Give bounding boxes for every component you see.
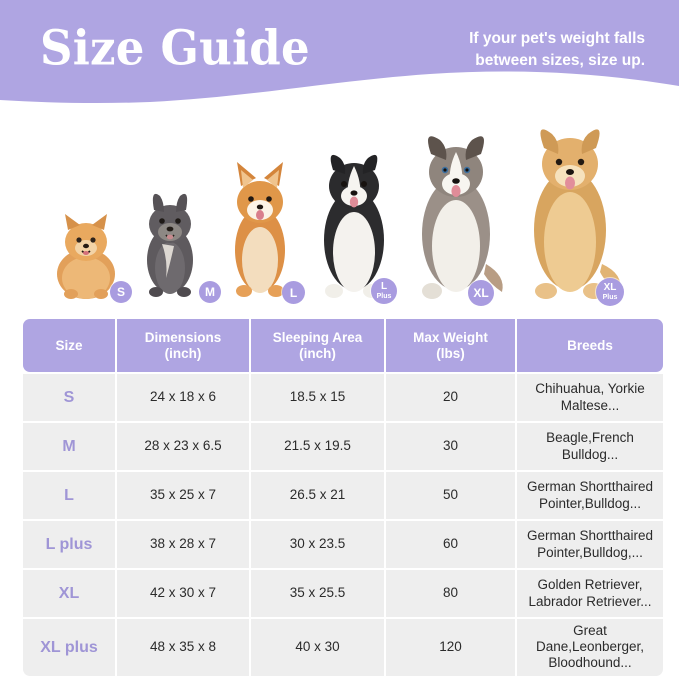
table-row: L 35 x 25 x 7 26.5 x 21 50 German Shortt… xyxy=(23,472,663,519)
column-header-breeds: Breeds xyxy=(517,319,663,372)
table-row: S 24 x 18 x 6 18.5 x 15 20 Chihuahua, Yo… xyxy=(23,374,663,421)
cell-breeds: Golden Retriever, Labrador Retriever... xyxy=(517,570,663,617)
size-badge-l-plus-line2: Plus xyxy=(376,293,392,300)
golden-retriever-illustration xyxy=(534,129,621,299)
column-header-dimensions: Dimensions (inch) xyxy=(117,319,249,372)
table-header-row: Size Dimensions (inch) Sleeping Area (in… xyxy=(23,319,663,372)
cell-breeds: Beagle,French Bulldog... xyxy=(517,423,663,470)
header-band: Size Guide If your pet's weight falls be… xyxy=(0,0,679,118)
cell-max-weight: 30 xyxy=(386,423,515,470)
size-badge-xl-plus-line2: Plus xyxy=(602,294,618,301)
table-row: L plus 38 x 28 x 7 30 x 23.5 60 German S… xyxy=(23,521,663,568)
cell-sleeping-area: 18.5 x 15 xyxy=(251,374,384,421)
cell-size: L plus xyxy=(23,521,115,568)
border-collie-illustration xyxy=(324,154,384,298)
cell-sleeping-area: 26.5 x 21 xyxy=(251,472,384,519)
cell-sleeping-area: 40 x 30 xyxy=(251,619,384,676)
table-row: M 28 x 23 x 6.5 21.5 x 19.5 30 Beagle,Fr… xyxy=(23,423,663,470)
cell-max-weight: 80 xyxy=(386,570,515,617)
size-badge-xl-plus: XL Plus xyxy=(596,278,624,306)
size-badge-l-plus-line1: L xyxy=(380,281,388,292)
header-tagline: If your pet's weight falls between sizes… xyxy=(469,30,645,70)
pomeranian-illustration xyxy=(57,214,115,299)
size-badge-m-line1: M xyxy=(205,285,215,299)
cell-dimensions: 35 x 25 x 7 xyxy=(117,472,249,519)
dog-australian-shepherd xyxy=(398,124,514,300)
size-badge-m: M xyxy=(199,281,221,303)
table-row: XL plus 48 x 35 x 8 40 x 30 120 Great Da… xyxy=(23,619,663,676)
dog-border-collie xyxy=(300,140,408,300)
cell-breeds: Chihuahua, Yorkie Maltese... xyxy=(517,374,663,421)
cell-breeds: Great Dane,Leonberger, Bloodhound... xyxy=(517,619,663,676)
table-row: XL 42 x 30 x 7 35 x 25.5 80 Golden Retri… xyxy=(23,570,663,617)
dog-pomeranian xyxy=(38,208,134,300)
size-badge-l: L xyxy=(282,281,305,304)
cell-size: XL xyxy=(23,570,115,617)
dog-shiba-inu xyxy=(210,158,310,300)
cell-dimensions: 42 x 30 x 7 xyxy=(117,570,249,617)
header-wave-shape xyxy=(0,0,679,104)
table-header: Size Dimensions (inch) Sleeping Area (in… xyxy=(23,319,663,372)
cell-size: M xyxy=(23,423,115,470)
cell-breeds: German Shortthaired Pointer,Bulldog... xyxy=(517,472,663,519)
dog-size-comparison-strip: S M xyxy=(0,112,679,308)
page-title: Size Guide xyxy=(40,19,310,76)
cell-max-weight: 50 xyxy=(386,472,515,519)
shiba-inu-illustration xyxy=(235,162,285,297)
size-badge-l-line1: L xyxy=(289,285,298,300)
size-table-wrapper: Size Dimensions (inch) Sleeping Area (in… xyxy=(21,317,663,676)
dog-french-bulldog xyxy=(122,182,218,300)
column-header-max-weight: Max Weight (lbs) xyxy=(386,319,515,372)
size-table: Size Dimensions (inch) Sleeping Area (in… xyxy=(21,317,665,678)
cell-size: XL plus xyxy=(23,619,115,676)
dog-golden-retriever xyxy=(508,114,632,300)
column-header-size: Size xyxy=(23,319,115,372)
australian-shepherd-illustration xyxy=(422,136,503,299)
cell-breeds: German Shortthaired Pointer,Bulldog,... xyxy=(517,521,663,568)
cell-size: S xyxy=(23,374,115,421)
size-badge-s: S xyxy=(110,281,132,303)
column-header-sleeping-area: Sleeping Area (inch) xyxy=(251,319,384,372)
cell-max-weight: 20 xyxy=(386,374,515,421)
size-badge-l-plus: L Plus xyxy=(371,278,397,304)
cell-max-weight: 120 xyxy=(386,619,515,676)
cell-sleeping-area: 21.5 x 19.5 xyxy=(251,423,384,470)
cell-dimensions: 48 x 35 x 8 xyxy=(117,619,249,676)
table-body: S 24 x 18 x 6 18.5 x 15 20 Chihuahua, Yo… xyxy=(23,374,663,676)
size-badge-s-line1: S xyxy=(116,285,125,299)
size-badge-xl-line1: XL xyxy=(473,286,489,300)
cell-dimensions: 38 x 28 x 7 xyxy=(117,521,249,568)
cell-max-weight: 60 xyxy=(386,521,515,568)
cell-dimensions: 24 x 18 x 6 xyxy=(117,374,249,421)
size-badge-xl-plus-line1: XL xyxy=(603,282,617,293)
cell-sleeping-area: 30 x 23.5 xyxy=(251,521,384,568)
cell-size: L xyxy=(23,472,115,519)
size-badge-xl: XL xyxy=(468,280,494,306)
cell-sleeping-area: 35 x 25.5 xyxy=(251,570,384,617)
french-bulldog-illustration xyxy=(147,193,193,297)
cell-dimensions: 28 x 23 x 6.5 xyxy=(117,423,249,470)
